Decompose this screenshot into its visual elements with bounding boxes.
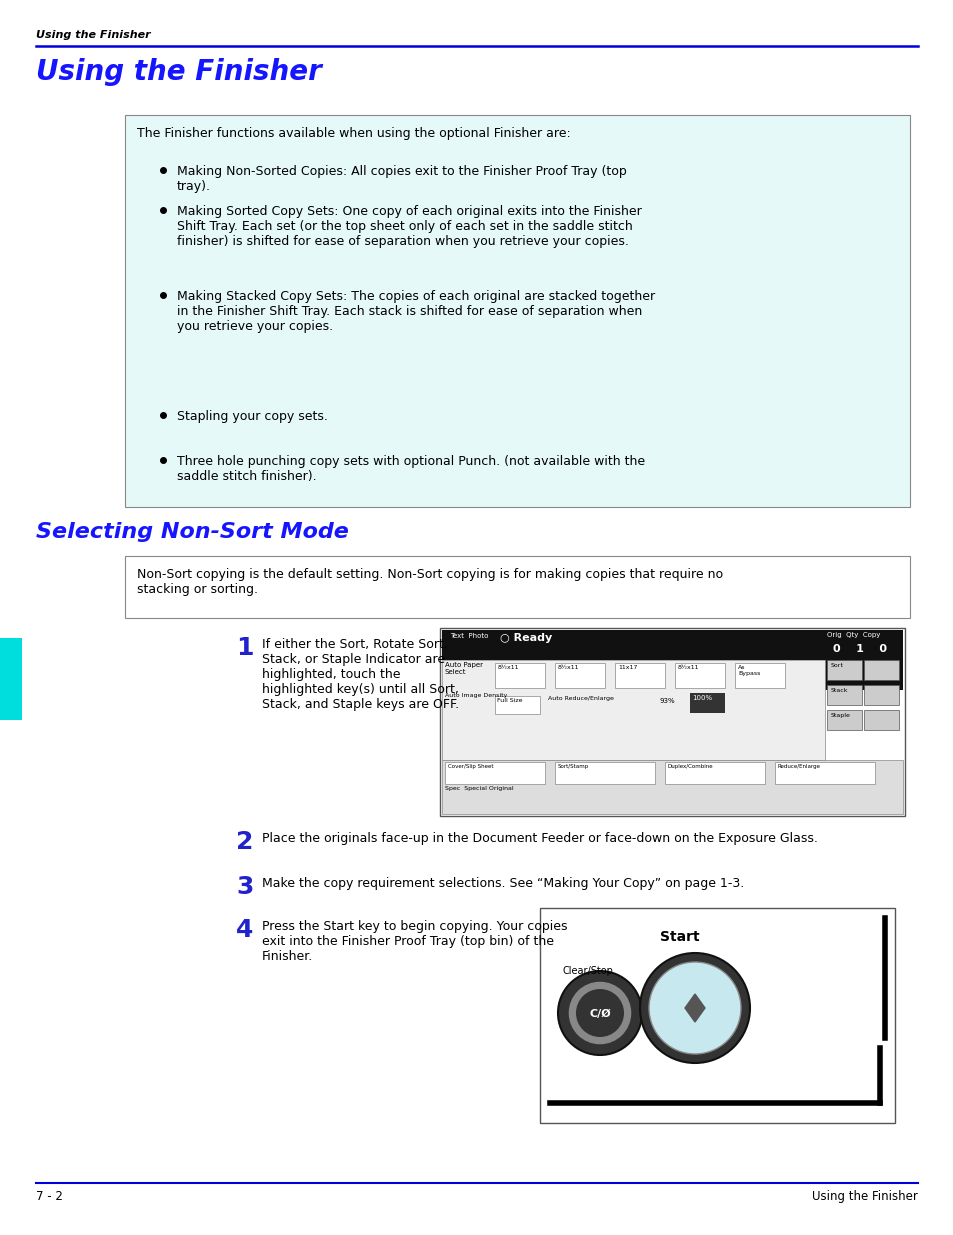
Text: Sort/Stamp: Sort/Stamp — [558, 764, 589, 769]
Text: 7 - 2: 7 - 2 — [36, 1191, 63, 1203]
Bar — [863, 685, 898, 705]
Text: Start: Start — [659, 930, 699, 944]
Text: Reduce/Enlarge: Reduce/Enlarge — [778, 764, 821, 769]
Text: Orig  Qty  Copy: Orig Qty Copy — [826, 632, 880, 638]
Bar — [441, 659, 824, 760]
Text: 93%: 93% — [659, 698, 675, 704]
Text: Clear/Stop: Clear/Stop — [562, 966, 613, 976]
Circle shape — [567, 981, 631, 1045]
Bar — [826, 685, 862, 705]
FancyBboxPatch shape — [439, 629, 904, 816]
Text: 11x17: 11x17 — [618, 664, 637, 671]
Bar — [774, 762, 874, 784]
Text: Cover/Slip Sheet: Cover/Slip Sheet — [448, 764, 493, 769]
Text: 8½x11: 8½x11 — [558, 664, 578, 671]
Text: The Finisher functions available when using the optional Finisher are:: The Finisher functions available when us… — [137, 127, 570, 140]
Text: C/Ø: C/Ø — [589, 1009, 610, 1019]
Text: Selecting Non-Sort Mode: Selecting Non-Sort Mode — [36, 522, 349, 542]
Bar — [863, 659, 898, 680]
Text: Three hole punching copy sets with optional Punch. (not available with the
saddl: Three hole punching copy sets with optio… — [177, 454, 644, 483]
Bar — [441, 630, 902, 659]
Bar — [555, 663, 604, 688]
Text: Make the copy requirement selections. See “Making Your Copy” on page 1-3.: Make the copy requirement selections. Se… — [262, 877, 743, 890]
Text: Staple: Staple — [830, 713, 850, 718]
Text: Auto Paper
Select: Auto Paper Select — [444, 662, 482, 676]
Text: 100%: 100% — [691, 695, 711, 701]
Text: Place the originals face-up in the Document Feeder or face-down on the Exposure : Place the originals face-up in the Docum… — [262, 832, 817, 845]
Text: Making Non-Sorted Copies: All copies exit to the Finisher Proof Tray (top
tray).: Making Non-Sorted Copies: All copies exi… — [177, 165, 626, 193]
Text: 3: 3 — [235, 876, 253, 899]
Text: 8½x11: 8½x11 — [497, 664, 519, 671]
Bar — [615, 663, 664, 688]
Text: Press the Start key to begin copying. Your copies
exit into the Finisher Proof T: Press the Start key to begin copying. Yo… — [262, 920, 567, 963]
Bar — [824, 630, 902, 690]
Text: Using the Finisher: Using the Finisher — [811, 1191, 917, 1203]
Text: Stack: Stack — [830, 688, 847, 693]
Bar — [675, 663, 724, 688]
Bar — [826, 710, 862, 730]
Circle shape — [576, 989, 623, 1037]
FancyBboxPatch shape — [125, 115, 909, 508]
Text: Making Sorted Copy Sets: One copy of each original exits into the Finisher
Shift: Making Sorted Copy Sets: One copy of eac… — [177, 205, 641, 248]
Bar — [444, 762, 544, 784]
Polygon shape — [684, 994, 704, 1023]
FancyBboxPatch shape — [539, 908, 894, 1123]
Text: As
Bypass: As Bypass — [738, 664, 760, 676]
Bar — [863, 710, 898, 730]
Text: Sort: Sort — [830, 663, 843, 668]
Text: ○ Ready: ○ Ready — [499, 634, 552, 643]
Text: Non-Sort copying is the default setting. Non-Sort copying is for making copies t: Non-Sort copying is the default setting.… — [137, 568, 722, 597]
Bar — [441, 760, 902, 814]
Text: Full Size: Full Size — [497, 698, 522, 703]
Text: 2: 2 — [235, 830, 253, 853]
Bar — [495, 697, 539, 714]
Bar — [664, 762, 764, 784]
Text: Using the Finisher: Using the Finisher — [36, 30, 151, 40]
Text: Making Stacked Copy Sets: The copies of each original are stacked together
in th: Making Stacked Copy Sets: The copies of … — [177, 290, 655, 333]
Text: Auto Reduce/Enlarge: Auto Reduce/Enlarge — [547, 697, 613, 701]
Text: Spec  Special Original: Spec Special Original — [444, 785, 513, 790]
Text: 8½x11: 8½x11 — [678, 664, 699, 671]
Bar — [495, 663, 544, 688]
Bar — [0, 638, 22, 720]
Text: 4: 4 — [235, 918, 253, 942]
Text: Auto Image Density: Auto Image Density — [444, 693, 507, 698]
Circle shape — [639, 953, 749, 1063]
Text: Duplex/Combine: Duplex/Combine — [667, 764, 713, 769]
Circle shape — [558, 971, 641, 1055]
Bar — [555, 762, 655, 784]
Text: If either the Sort, Rotate Sort,
Stack, or Staple Indicator are
highlighted, tou: If either the Sort, Rotate Sort, Stack, … — [262, 638, 458, 711]
Bar — [689, 693, 724, 713]
Text: Stapling your copy sets.: Stapling your copy sets. — [177, 410, 328, 424]
Text: Using the Finisher: Using the Finisher — [36, 58, 321, 86]
Text: Text  Photo: Text Photo — [450, 634, 488, 638]
Circle shape — [648, 962, 740, 1053]
Bar — [734, 663, 784, 688]
FancyBboxPatch shape — [125, 556, 909, 618]
Bar — [826, 659, 862, 680]
Text: 0    1    0: 0 1 0 — [832, 643, 886, 655]
Text: 1: 1 — [235, 636, 253, 659]
